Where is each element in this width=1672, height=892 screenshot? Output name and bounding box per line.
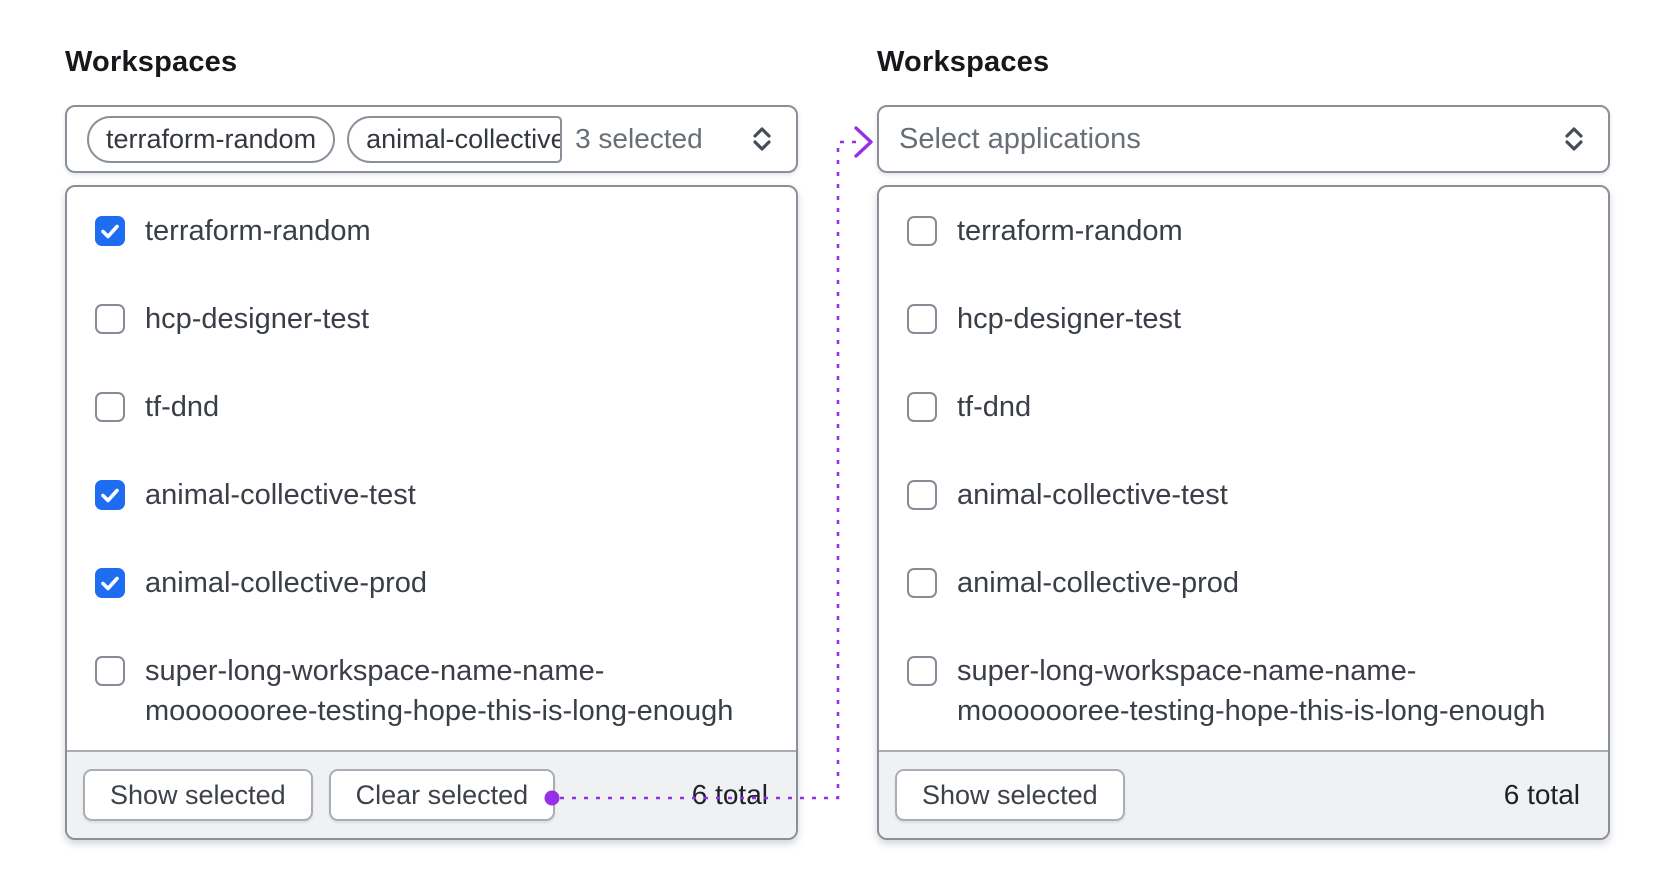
checkbox[interactable] <box>95 568 125 598</box>
checkbox[interactable] <box>907 392 937 422</box>
workspace-option[interactable]: animal-collective-test <box>67 451 796 539</box>
total-count: 6 total <box>691 779 768 810</box>
workspace-option[interactable]: terraform-random <box>67 187 796 275</box>
page-title: Workspaces <box>877 46 1050 78</box>
selected-count-label: 3 selected <box>575 123 703 154</box>
clear-selected-button[interactable]: Clear selected <box>328 769 556 821</box>
checkbox[interactable] <box>907 568 937 598</box>
workspace-option-label: animal-collective-test <box>957 479 1228 511</box>
checkbox[interactable] <box>95 656 125 686</box>
selected-tag-clipped: animal-collective <box>347 115 563 163</box>
workspace-option-label: tf-dnd <box>957 391 1032 423</box>
dropdown-footer: Show selected 6 total <box>879 750 1608 838</box>
workspace-option[interactable]: animal-collective-test <box>879 451 1608 539</box>
workspace-option-label: terraform-random <box>145 215 371 247</box>
workspace-option[interactable]: animal-collective-prod <box>67 539 796 627</box>
total-count: 6 total <box>1503 779 1580 810</box>
workspace-option[interactable]: tf-dnd <box>67 363 796 451</box>
workspaces-select-trigger[interactable]: terraform-random animal-collective 3 sel… <box>65 105 798 173</box>
dropdown-footer: Show selected Clear selected 6 total <box>67 750 796 838</box>
page-title: Workspaces <box>65 46 238 78</box>
checkbox[interactable] <box>907 480 937 510</box>
workspace-option[interactable]: super-long-workspace-name-name-moooooore… <box>879 627 1608 731</box>
workspaces-multiselect-left: Workspaces terraform-random animal-colle… <box>65 44 798 840</box>
options-list: terraform-random hcp-designer-test tf-dn… <box>67 187 796 750</box>
workspace-option[interactable]: hcp-designer-test <box>879 275 1608 363</box>
show-selected-button[interactable]: Show selected <box>895 769 1125 821</box>
checkbox[interactable] <box>95 304 125 334</box>
options-list: terraform-random hcp-designer-test tf-dn… <box>879 187 1608 750</box>
checkbox[interactable] <box>907 656 937 686</box>
checkmark-icon <box>101 576 119 591</box>
workspace-option-label: super-long-workspace-name-name-moooooore… <box>957 655 1546 727</box>
workspaces-dropdown: terraform-random hcp-designer-test tf-dn… <box>877 185 1610 840</box>
workspace-option[interactable]: animal-collective-prod <box>879 539 1608 627</box>
chevron-up-down-icon <box>748 123 776 155</box>
select-placeholder: Select applications <box>899 122 1141 155</box>
chevron-up-down-icon <box>1560 123 1588 155</box>
checkbox[interactable] <box>95 216 125 246</box>
workspace-option-label: hcp-designer-test <box>957 303 1182 335</box>
workspace-option-label: hcp-designer-test <box>145 303 370 335</box>
checkbox[interactable] <box>907 216 937 246</box>
workspace-option[interactable]: hcp-designer-test <box>67 275 796 363</box>
workspace-option-label: animal-collective-test <box>145 479 416 511</box>
workspace-option[interactable]: super-long-workspace-name-name-moooooore… <box>67 627 796 731</box>
workspace-option-label: animal-collective-prod <box>957 567 1240 599</box>
workspaces-select-trigger-empty[interactable]: Select applications <box>877 105 1610 173</box>
workspace-option[interactable]: tf-dnd <box>879 363 1608 451</box>
workspaces-multiselect-right: Workspaces Select applications terraform… <box>877 44 1610 840</box>
workspace-option-label: super-long-workspace-name-name-moooooore… <box>145 655 734 727</box>
checkbox[interactable] <box>95 480 125 510</box>
checkbox[interactable] <box>907 304 937 334</box>
workspaces-dropdown: terraform-random hcp-designer-test tf-dn… <box>65 185 798 840</box>
checkmark-icon <box>101 224 119 239</box>
flow-arrow-head <box>854 126 873 158</box>
workspace-option-label: terraform-random <box>957 215 1183 247</box>
workspace-option-label: tf-dnd <box>145 391 220 423</box>
workspace-option[interactable]: terraform-random <box>879 187 1608 275</box>
checkmark-icon <box>101 488 119 503</box>
workspace-option-label: animal-collective-prod <box>145 567 428 599</box>
show-selected-button[interactable]: Show selected <box>83 769 313 821</box>
selected-tag: terraform-random <box>87 115 336 163</box>
checkbox[interactable] <box>95 392 125 422</box>
